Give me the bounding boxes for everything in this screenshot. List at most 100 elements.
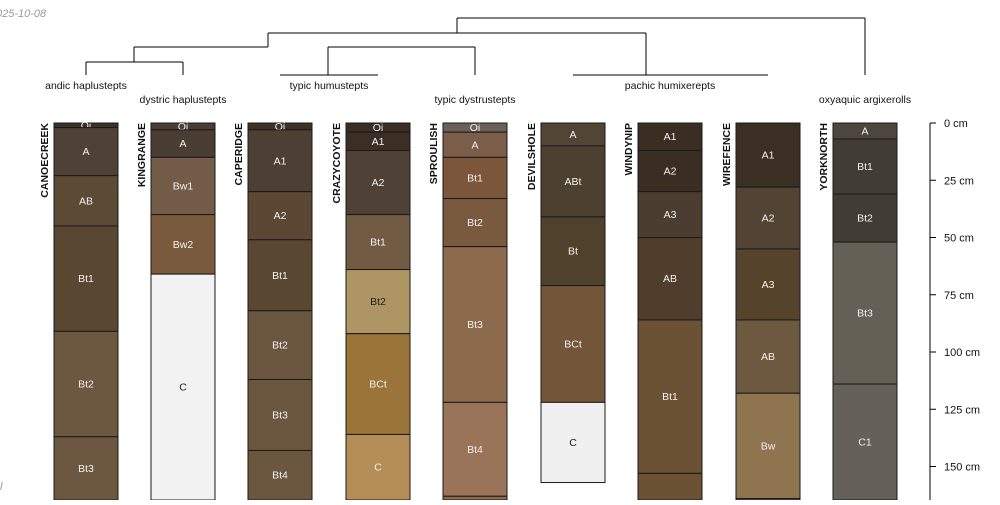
horizon-bt2 bbox=[53, 330, 119, 438]
horizon-label: AB bbox=[79, 195, 93, 207]
horizon-unlabeled bbox=[442, 495, 508, 501]
horizon-a1 bbox=[637, 122, 703, 151]
depth-tick-label: 0 cm bbox=[944, 118, 968, 130]
horizon-bct bbox=[345, 333, 411, 435]
depth-tick-label: 50 cm bbox=[944, 233, 974, 245]
horizon-ab bbox=[53, 175, 119, 227]
horizon-bct bbox=[540, 285, 606, 403]
horizon-label: A bbox=[471, 139, 478, 151]
horizon-label: A3 bbox=[762, 279, 775, 291]
horizon-label: Bt1 bbox=[272, 270, 288, 282]
horizon-c1 bbox=[832, 383, 898, 501]
horizon-label: AB bbox=[761, 351, 775, 363]
horizon-a bbox=[442, 131, 508, 158]
horizon-label: Bt2 bbox=[467, 217, 483, 229]
horizon-label: BCt bbox=[369, 379, 387, 391]
horizon-label: Bt3 bbox=[467, 319, 483, 331]
group-label-andic-haplustepts: andic haplustepts bbox=[45, 80, 127, 92]
horizon-label: A bbox=[861, 126, 868, 138]
horizon-bt1 bbox=[442, 156, 508, 200]
horizon-label: ABt bbox=[565, 176, 582, 188]
profile-name-wirefence: WIREFENCE bbox=[721, 123, 733, 186]
horizon-bt2 bbox=[247, 310, 313, 380]
horizon-label: Bt1 bbox=[857, 161, 873, 173]
horizon-bt3 bbox=[832, 241, 898, 385]
horizon-bt1 bbox=[637, 319, 703, 474]
horizon-label: Bt4 bbox=[467, 444, 483, 456]
horizon-a2 bbox=[345, 149, 411, 216]
horizon-label: C bbox=[569, 437, 577, 449]
depth-axis: 0 cm 25 cm 50 cm 75 cm 100 cm 125 cm 150 cm bbox=[929, 118, 980, 500]
profile-name-canoecreek: CANOECREEK bbox=[39, 123, 51, 198]
group-label-typic-humustepts: typic humustepts bbox=[290, 80, 369, 92]
horizon-label: Bt2 bbox=[272, 340, 288, 352]
horizon-label: Bt2 bbox=[78, 379, 94, 391]
profile-name-sproulish: SPROULISH bbox=[428, 123, 440, 184]
profile-name-yorknorth: YORKNORTH bbox=[818, 123, 830, 191]
horizon-label: Bt1 bbox=[370, 237, 386, 249]
horizon-c bbox=[540, 401, 606, 484]
horizon-bw bbox=[735, 392, 801, 500]
horizon-label: Bt3 bbox=[272, 409, 288, 421]
horizon-label: A2 bbox=[664, 166, 677, 178]
horizon-a2 bbox=[247, 191, 313, 241]
profile-yorknorth: A Bt1 Bt2 Bt3 C1 YORKNORTH bbox=[818, 122, 898, 501]
horizon-label: A2 bbox=[372, 177, 385, 189]
horizon-label: A bbox=[179, 138, 186, 150]
horizon-a2 bbox=[735, 186, 801, 250]
profile-name-kingrange: KINGRANGE bbox=[136, 123, 148, 187]
horizon-label: Bt bbox=[568, 246, 578, 258]
horizon-label: A bbox=[569, 129, 576, 141]
horizon-bt bbox=[540, 216, 606, 287]
profile-name-devilshole: DEVILSHOLE bbox=[526, 123, 538, 190]
profile-name-crazycoyote: CRAZYCOYOTE bbox=[331, 123, 343, 204]
depth-tick-label: 100 cm bbox=[944, 347, 980, 359]
profile-crazycoyote: Oi A1 A2 Bt1 Bt2 BCt C CRAZYCOYOTE bbox=[331, 122, 411, 501]
group-labels: andic haplustepts dystric haplustepts typi… bbox=[45, 80, 911, 106]
horizon-label: Bt2 bbox=[370, 296, 386, 308]
horizon-label: A2 bbox=[762, 213, 775, 225]
profile-wirefence: A1 A2 A3 AB Bw WIREFENCE bbox=[721, 122, 801, 501]
horizon-label: A2 bbox=[274, 210, 287, 222]
group-label-oxyaquic-argixerolls: oxyaquic argixerolls bbox=[819, 94, 911, 106]
profile-caperidge: Oi A1 A2 Bt1 Bt2 Bt3 Bt4 CAPERIDGE bbox=[233, 121, 313, 501]
profile-windynip: A1 A2 A3 AB Bt1 WINDYNIP bbox=[623, 122, 703, 501]
horizon-label: Oi bbox=[275, 121, 286, 133]
horizon-label: C bbox=[179, 382, 187, 394]
horizon-label: Bt1 bbox=[78, 273, 94, 285]
horizon-a1 bbox=[735, 122, 801, 188]
horizon-a1 bbox=[247, 129, 313, 193]
horizon-label: Oi bbox=[373, 122, 384, 134]
horizon-a3 bbox=[637, 191, 703, 238]
horizon-bt2 bbox=[345, 269, 411, 335]
horizon-bw2 bbox=[150, 214, 216, 275]
profile-name-caperidge: CAPERIDGE bbox=[233, 123, 245, 185]
horizon-bt2 bbox=[442, 198, 508, 248]
horizon-label: BCt bbox=[564, 338, 582, 350]
group-label-pachic-humixerepts: pachic humixerepts bbox=[625, 80, 715, 92]
horizon-label: A1 bbox=[664, 131, 677, 143]
depth-tick-label: 75 cm bbox=[944, 290, 974, 302]
horizon-label: A1 bbox=[762, 150, 775, 162]
profile-kingrange: Oi A Bw1 Bw2 C KINGRANGE bbox=[136, 121, 216, 501]
horizon-label: Oi bbox=[178, 121, 189, 133]
horizon-label: Bw2 bbox=[173, 239, 194, 251]
horizon-label: C bbox=[374, 462, 382, 474]
dendrogram bbox=[85, 17, 866, 76]
horizon-label: Bw1 bbox=[173, 180, 194, 192]
profile-name-windynip: WINDYNIP bbox=[623, 123, 635, 176]
date-label: 025-10-08 bbox=[0, 8, 47, 20]
horizon-label: C1 bbox=[858, 437, 872, 449]
horizon-label: Bt3 bbox=[857, 308, 873, 320]
group-label-typic-dystrustepts: typic dystrustepts bbox=[434, 94, 515, 106]
horizon-label: A3 bbox=[664, 209, 677, 221]
horizon-bt3 bbox=[442, 246, 508, 403]
horizon-c bbox=[345, 433, 411, 501]
horizon-label: A1 bbox=[372, 136, 385, 148]
horizon-label: A bbox=[82, 146, 89, 158]
group-label-dystric-haplustepts: dystric haplustepts bbox=[140, 94, 227, 106]
profiles: Oi A AB Bt1 Bt2 Bt3 CANOECREEK Oi A Bw1 Bw2 C KINGRA… bbox=[39, 120, 898, 501]
depth-tick-label: 125 cm bbox=[944, 404, 980, 416]
